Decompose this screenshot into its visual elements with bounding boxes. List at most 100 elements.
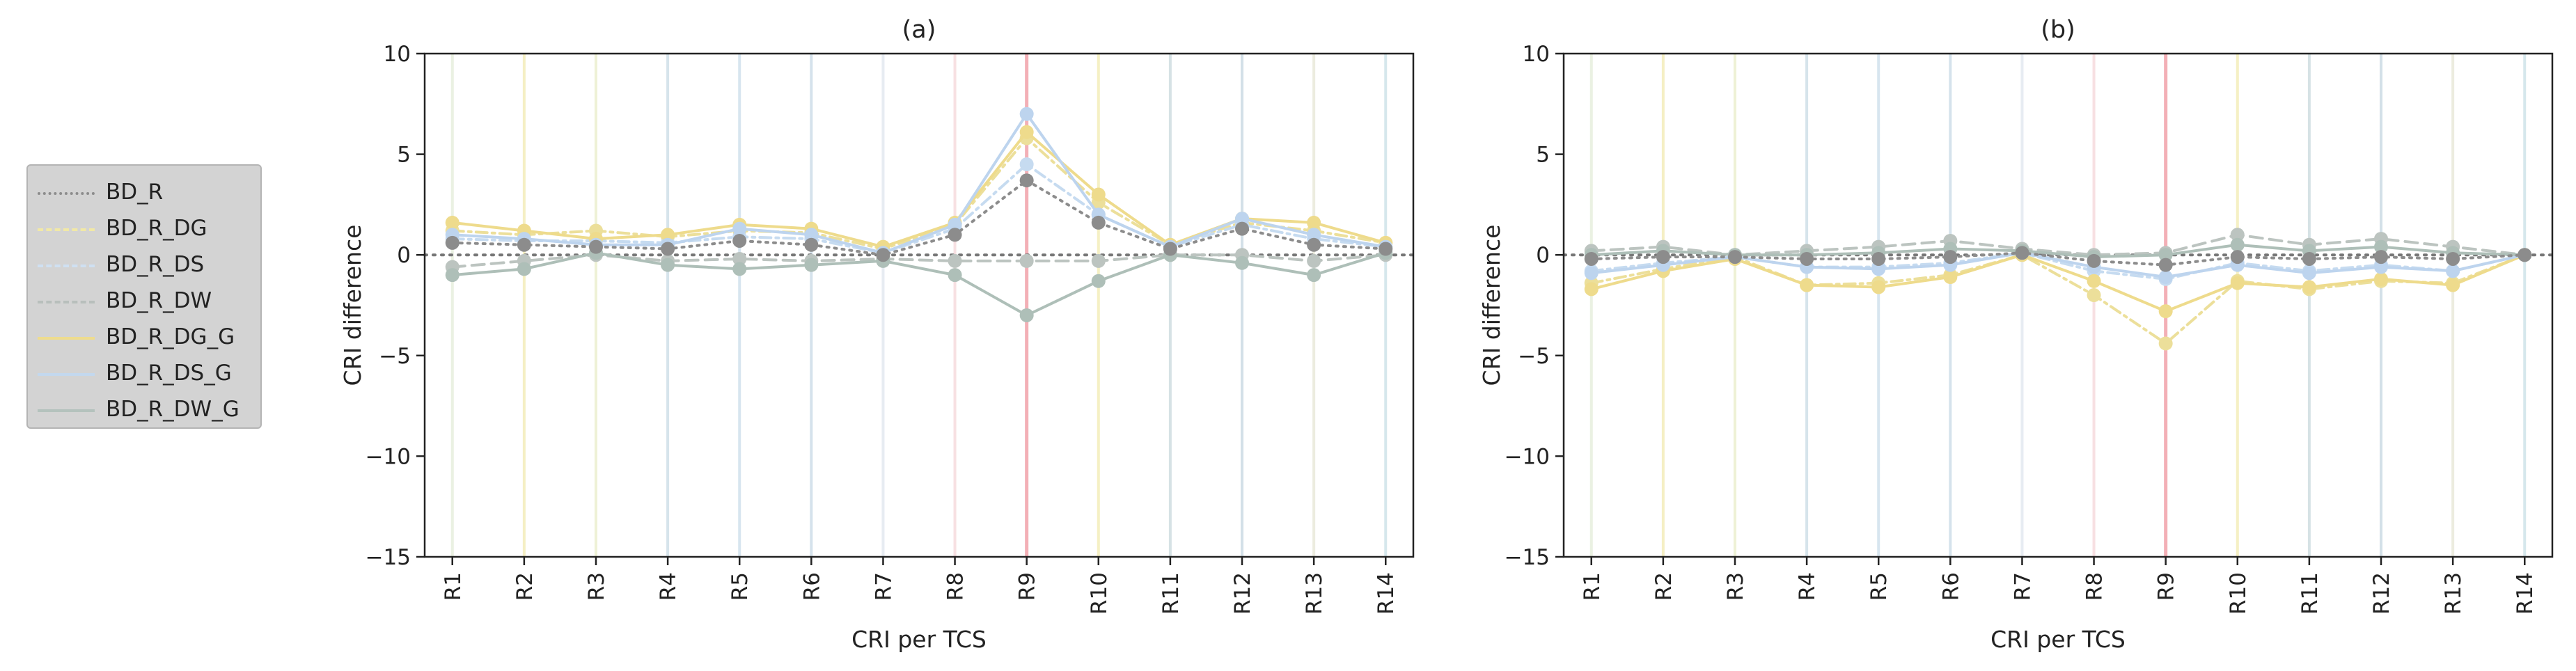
x-tick-label: R3 <box>584 572 609 601</box>
x-tick-label: R6 <box>799 572 824 601</box>
data-point-bd_r_dg_g <box>2446 278 2460 292</box>
x-tick-label: R2 <box>1651 572 1676 601</box>
x-tick-label: R11 <box>1159 572 1184 615</box>
data-point-bd_r_ds_g <box>2446 264 2460 278</box>
data-point-bd_r_dg_g <box>1871 280 1886 294</box>
y-tick-label: −5 <box>379 344 411 369</box>
x-tick-label: R13 <box>2441 572 2466 615</box>
series-line-bd_r_ds <box>1589 251 2527 281</box>
data-point-bd_r_ds_g <box>804 228 819 242</box>
legend-line-swatch <box>38 337 95 340</box>
data-point-bd_r <box>876 248 890 262</box>
data-point-bd_r <box>1379 242 1393 256</box>
data-point-bd_r_dw_g <box>517 262 531 276</box>
data-point-bd_r_dw <box>948 253 962 268</box>
y-tick-label: −15 <box>366 545 411 570</box>
x-tick-label: R9 <box>1015 572 1040 601</box>
legend-label: BD_R_DW_G <box>106 397 239 422</box>
legend-line-swatch <box>38 228 95 231</box>
data-point-bd_r <box>1307 237 1321 252</box>
y-tick-label: 0 <box>1536 243 1550 268</box>
x-tick-label: R12 <box>2369 572 2394 615</box>
y-tick-label: 0 <box>397 243 411 268</box>
y-tick-label: 5 <box>1536 143 1550 168</box>
data-point-bd_r <box>2158 258 2173 272</box>
data-point-bd_r_dg_g <box>1019 125 1034 139</box>
x-tick-label: R14 <box>2513 572 2538 615</box>
series-line-bd_r_dg <box>1589 253 2527 345</box>
data-point-bd_r_dw <box>2230 228 2245 242</box>
data-point-bd_r <box>2302 251 2316 266</box>
data-point-bd_r_dg_g <box>1091 187 1106 202</box>
x-tick-label: R9 <box>2154 572 2179 601</box>
y-tick-label: 10 <box>384 42 411 67</box>
data-point-bd_r <box>2230 250 2245 265</box>
series-line-bd_r_dg <box>450 136 1388 251</box>
chart-title: (b) <box>2041 16 2075 44</box>
x-tick-label: R12 <box>1230 572 1255 615</box>
legend-label: BD_R_DW <box>106 288 212 313</box>
data-point-bd_r_ds_g <box>1019 106 1034 121</box>
x-tick-label: R3 <box>1723 572 1748 601</box>
x-axis-label: CRI per TCS <box>1990 626 2126 653</box>
x-tick-label: R14 <box>1374 572 1399 615</box>
data-point-bd_r_ds_g <box>732 221 747 236</box>
series-line-bd_r_dg_g <box>1589 253 2527 313</box>
axes-frame <box>1562 52 2554 558</box>
y-tick-label: 10 <box>1523 42 1550 67</box>
panel-b: 10 5 0 −5 −10 −15 R1 R2 R3 R4 R5 R6 R7 R8 R9 R10 R11 R12 R… <box>1478 16 2554 653</box>
data-point-bd_r_dw_g <box>661 258 675 272</box>
data-point-bd_r_dg <box>2087 288 2101 303</box>
y-axis-label: CRI difference <box>339 225 366 386</box>
data-point-bd_r_ds_g <box>1235 212 1250 226</box>
data-point-bd_r <box>1656 250 1670 265</box>
legend-item: BD_R <box>28 175 260 212</box>
data-point-bd_r_dg_g <box>1943 270 1958 285</box>
data-point-bd_r_dg_g <box>1800 278 1814 292</box>
data-point-bd_r_dg_g <box>2158 304 2173 319</box>
x-tick-label: R5 <box>1867 572 1892 601</box>
legend-item: BD_R_DG <box>28 212 260 248</box>
x-tick-label: R2 <box>512 572 537 601</box>
legend-line-swatch <box>38 265 95 267</box>
legend-label: BD_R_DG_G <box>106 324 235 349</box>
legend-line-swatch <box>38 192 95 195</box>
data-point-bd_r <box>2374 250 2389 265</box>
legend-label: BD_R_DS <box>106 252 205 277</box>
legend-label: BD_R_DS_G <box>106 361 232 386</box>
y-tick-label: −10 <box>366 444 411 469</box>
series-line-bd_r_dw_g <box>450 251 1388 317</box>
data-point-bd_r <box>1727 250 1742 265</box>
chart-title: (a) <box>902 16 936 44</box>
data-point-bd_r <box>661 242 675 256</box>
axes-frame <box>423 52 1415 558</box>
x-axis-label: CRI per TCS <box>851 626 987 653</box>
data-point-bd_r <box>445 235 460 250</box>
data-point-bd_r_dw_g <box>2374 239 2389 254</box>
data-point-bd_r_dw_g <box>732 262 747 276</box>
data-point-bd_r <box>1943 250 1958 265</box>
y-tick-label: −5 <box>1518 344 1550 369</box>
data-point-bd_r_dg_g <box>445 215 460 230</box>
legend-item: BD_R_DW_G <box>28 393 260 429</box>
data-point-bd_r_dg_g <box>2087 274 2101 288</box>
legend-item: BD_R_DG_G <box>28 320 260 356</box>
data-point-bd_r <box>732 233 747 248</box>
legend-line-swatch <box>38 373 95 376</box>
legend-label: BD_R_DG <box>106 216 207 241</box>
data-point-bd_r_dw_g <box>445 268 460 283</box>
data-point-bd_r_dw_g <box>1091 274 1106 288</box>
data-point-bd_r <box>517 237 531 252</box>
x-tick-label: R10 <box>1087 572 1112 615</box>
data-point-bd_r_dw_g <box>2158 248 2173 262</box>
data-point-bd_r_dw <box>1307 253 1321 268</box>
series-line-bd_r_ds <box>450 163 1388 255</box>
data-point-bd_r <box>1584 251 1599 266</box>
data-point-bd_r_dg_g <box>661 228 675 242</box>
y-tick-label: 5 <box>397 143 411 168</box>
x-tick-label: R8 <box>2082 572 2107 601</box>
series-line-bd_r <box>1589 251 2527 267</box>
data-point-bd_r_dg <box>2158 336 2173 351</box>
data-point-bd_r <box>1163 242 1177 256</box>
